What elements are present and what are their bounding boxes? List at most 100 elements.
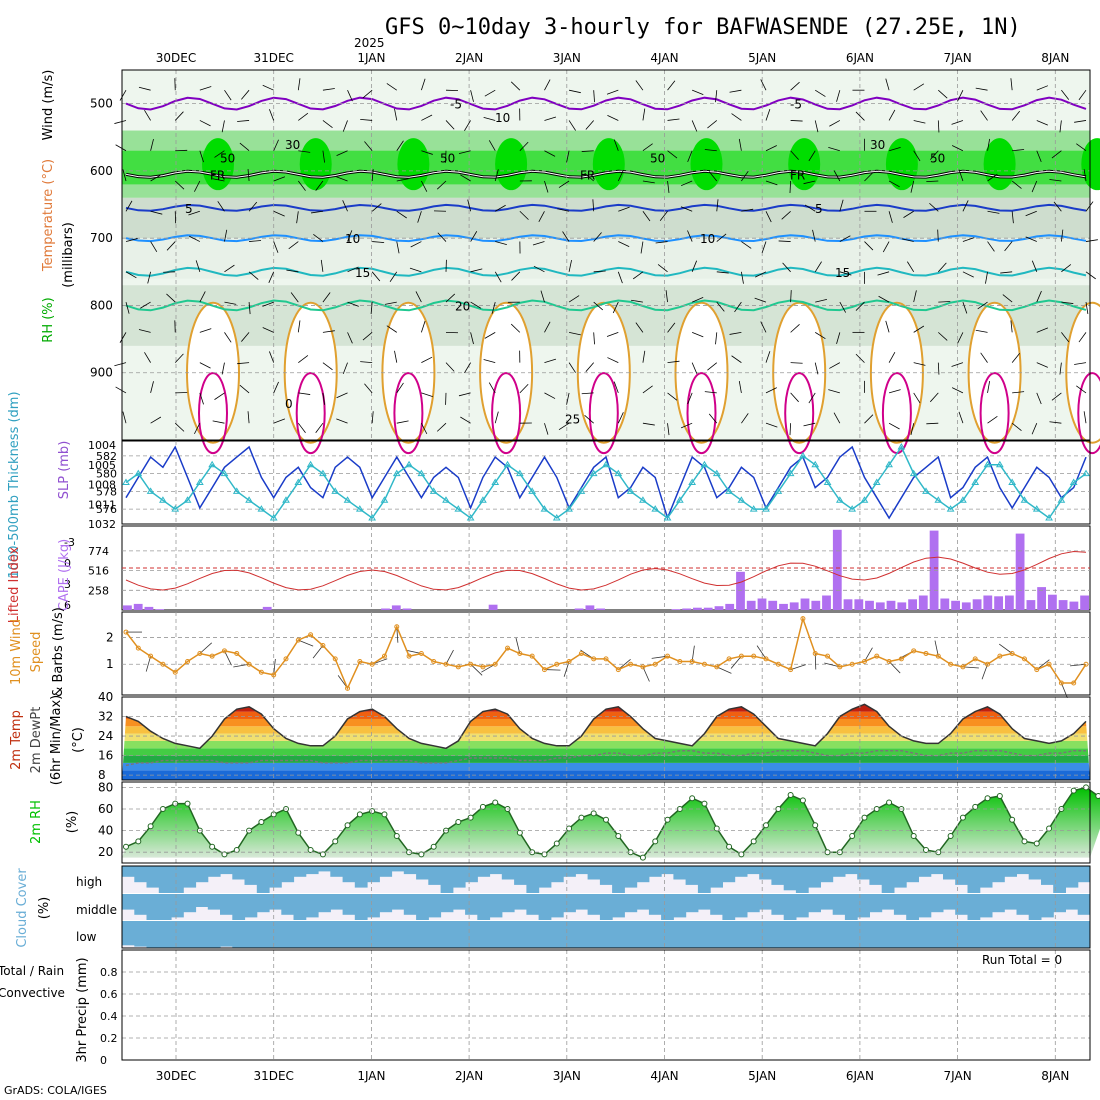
wind-barb [212, 420, 225, 424]
thickness-point [737, 496, 746, 503]
wind-barb [977, 301, 988, 310]
wind-barb [484, 89, 496, 97]
cloud-bar [207, 921, 221, 948]
thickness-point [159, 496, 167, 503]
thickness-point [331, 487, 340, 494]
wind-speed-point [172, 669, 178, 675]
cloud-bar [808, 866, 821, 888]
wind-barb [371, 411, 374, 424]
wind-barb [812, 229, 816, 242]
cloud-bar [416, 921, 429, 948]
contour-label: 50 [930, 151, 945, 165]
thickness-point [675, 496, 684, 503]
wind-barb [765, 180, 778, 186]
wind-barb [585, 362, 594, 372]
pressure-tick-label: 600 [90, 164, 113, 178]
cape-bar [262, 606, 272, 610]
wind-barb [562, 231, 570, 242]
rh-point [578, 814, 585, 821]
wind-barb [957, 332, 964, 344]
wind-speed-point [492, 661, 498, 667]
wind-speed-point [197, 651, 203, 656]
cape-bar [832, 529, 842, 610]
ylabel-millibars: (millibars) [61, 222, 76, 288]
cloud-bar [207, 894, 221, 910]
wind-barb [929, 202, 939, 212]
wind-barb [122, 411, 127, 424]
cloud-bar [661, 894, 674, 920]
cloud-bar [636, 921, 650, 948]
ylabel-lifted-index: Lifted Index [7, 546, 22, 623]
thickness-point [762, 505, 770, 512]
cloud-bar [342, 894, 356, 915]
cloud-bar [1065, 866, 1079, 888]
cloud-bar [391, 894, 405, 910]
wind-barb [635, 80, 644, 91]
wind-barb [568, 120, 576, 131]
temp-tick-label: 8 [98, 768, 106, 782]
cloud-bar [599, 894, 613, 920]
wind-barb [212, 178, 225, 182]
wind-barb [122, 169, 127, 182]
cloud-bar [122, 894, 135, 910]
slp-tick-label: 1004 [88, 439, 116, 452]
wind-barb [1011, 422, 1022, 432]
rh-point [947, 833, 954, 839]
wind-barb [1085, 239, 1098, 242]
wind-barb [790, 324, 800, 333]
cloud-bar [661, 866, 674, 875]
cape-bar [1080, 595, 1089, 610]
wind-barb [249, 240, 262, 242]
thickness-point [1020, 496, 1029, 503]
wind-barb [755, 271, 767, 278]
pressure-tick-label: 700 [90, 231, 113, 245]
wind-barb [199, 392, 204, 405]
cloud-bar [183, 894, 197, 913]
wind-speed-point [394, 624, 400, 630]
thickness-point [306, 460, 315, 468]
thickness-point [491, 478, 500, 485]
rh-point [689, 795, 696, 802]
thickness-point [922, 487, 930, 494]
wind-speed-point [1009, 651, 1015, 656]
wind-barb [241, 332, 250, 342]
wind-barb [544, 150, 556, 157]
thickness-point [380, 496, 389, 503]
slp-tick-label: 1008 [88, 479, 116, 492]
wind-barb [640, 241, 644, 254]
wind-barb [150, 381, 154, 394]
cape-bar [961, 602, 971, 610]
thickness-point [552, 514, 561, 521]
wind-barb [593, 301, 604, 311]
wind-barb [336, 150, 348, 156]
wind-barb [273, 176, 286, 182]
cloud-bar [477, 866, 491, 877]
cloud-bar [832, 894, 846, 915]
thickness-point [417, 469, 426, 477]
cape-bar [736, 571, 745, 610]
cloud-bar [220, 894, 233, 915]
cloud-bar [538, 866, 552, 888]
freezing-level-inner [125, 170, 1087, 178]
rh-moist-cell [299, 138, 332, 191]
cloud-bar [869, 866, 883, 885]
cloud-bar [906, 921, 919, 948]
wind-barb [298, 150, 311, 153]
wind-barb [566, 150, 570, 163]
wind-barb [360, 361, 373, 364]
cloud-bar [918, 866, 932, 877]
wind-barb [195, 260, 201, 272]
cloud-bar [318, 866, 331, 872]
thickness-point [1008, 478, 1017, 485]
wind-barb [273, 418, 286, 424]
wind-barb [680, 180, 693, 187]
cloud-bar [563, 894, 576, 913]
wind-barb [1010, 78, 1013, 91]
cloud-bar [563, 866, 576, 877]
isotherm-15 [125, 266, 1087, 277]
ylabel-2m-rh: 2m RH [29, 800, 44, 844]
rh-tick-label: 60 [98, 802, 113, 816]
rh-moist-cell [1081, 138, 1100, 191]
wind-barb [926, 180, 939, 183]
wind-barb [125, 271, 137, 279]
